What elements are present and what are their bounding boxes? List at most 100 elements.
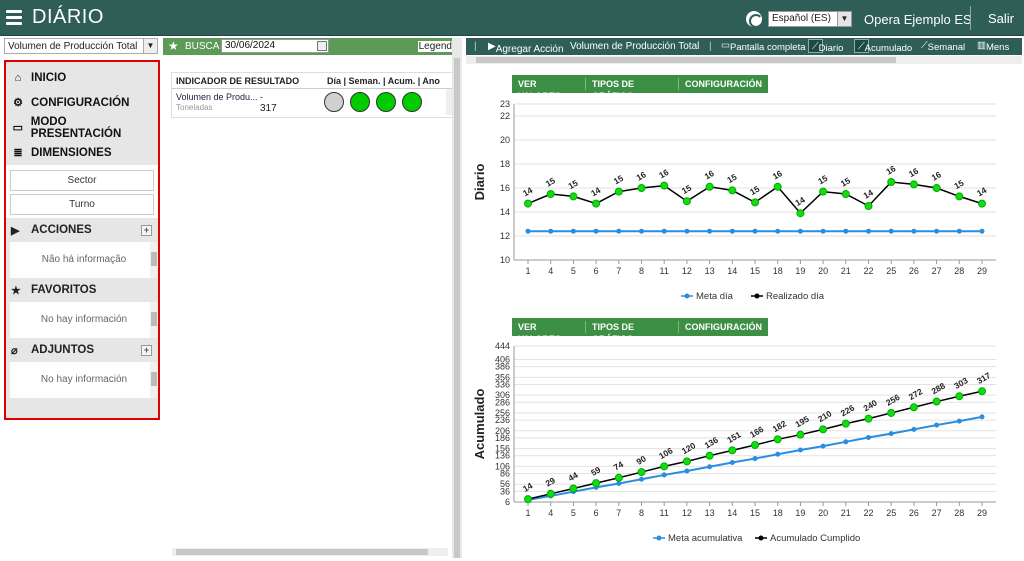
data-point [841, 190, 850, 198]
add-attachment-icon[interactable]: + [141, 344, 152, 356]
hamburger-menu-icon[interactable] [6, 10, 22, 25]
data-label: 226 [839, 402, 857, 418]
data-label: 44 [566, 470, 579, 484]
data-label: 240 [862, 398, 880, 414]
add-action-button[interactable]: ▶ Agregar Acción [488, 41, 564, 55]
y-tick-label: 18 [500, 159, 510, 169]
data-label: 15 [544, 175, 557, 189]
data-label: 210 [816, 408, 834, 424]
ver-valores-button[interactable]: VER VALORES ▾ [512, 78, 586, 101]
x-tick-label: 13 [705, 508, 715, 518]
tipos-grafico-button[interactable]: TIPOS DE GRÁFICO ▾ [586, 321, 679, 344]
data-label: 16 [635, 169, 648, 183]
horizontal-scrollbar[interactable] [466, 56, 1022, 64]
data-point [887, 408, 896, 417]
section-adjuntos[interactable]: ⌀ ADJUNTOS + [6, 338, 158, 362]
configuracion-button[interactable]: CONFIGURACIÓN ▾ [685, 322, 762, 344]
semanal-button[interactable]: ⟋ Semanal [921, 40, 966, 53]
add-action-icon[interactable]: + [141, 224, 152, 236]
data-point [932, 184, 941, 192]
divider: | [474, 41, 477, 52]
menu-item-modo-presentacion[interactable]: ▭ MODO PRESENTACIÓN [6, 115, 158, 140]
date-value: 30/06/2024 [225, 40, 276, 51]
data-point [843, 228, 849, 234]
acumulado-button[interactable]: ⟋ Acumulado [854, 39, 912, 54]
data-point [978, 199, 986, 208]
x-tick-label: 11 [660, 266, 669, 276]
menu-item-inicio[interactable]: ⌂ INICIO [6, 65, 158, 90]
indicator-name[interactable]: Volumen de Produ... [176, 92, 258, 102]
y-tick-label: 56 [500, 479, 510, 489]
data-point [955, 192, 964, 201]
x-tick-label: 1 [525, 508, 530, 518]
favoritos-empty: No hay información [10, 302, 158, 338]
x-tick-label: 19 [795, 266, 805, 276]
section-favoritos[interactable]: ★ FAVORITOS [6, 278, 158, 302]
data-point [797, 447, 803, 453]
period-header: Día | Seman. | Acum. | Ano [327, 75, 440, 86]
x-tick-label: 4 [548, 508, 553, 518]
x-tick-label: 29 [977, 266, 987, 276]
menu-item-configuracion[interactable]: ⚙ CONFIGURACIÓN [6, 90, 158, 115]
horizontal-scrollbar[interactable] [172, 548, 448, 556]
data-point [819, 425, 828, 434]
data-point [796, 209, 805, 218]
status-year-indicator [402, 92, 422, 112]
language-select[interactable]: Español (ES) ▼ [768, 11, 852, 27]
menu-item-dimensiones[interactable]: ≣ DIMENSIONES [6, 140, 158, 165]
configuracion-button[interactable]: CONFIGURACIÓN ▾ [685, 79, 762, 101]
data-label: 74 [612, 459, 625, 473]
legend-button[interactable]: Legend [417, 41, 453, 52]
data-label: 16 [907, 166, 920, 180]
indicator-title: Volumen de Producción Total [570, 41, 700, 52]
data-point [843, 439, 849, 445]
company-name: Opera Ejemplo ES [864, 12, 972, 27]
x-tick-label: 18 [773, 508, 783, 518]
star-icon[interactable]: ★ [168, 39, 179, 53]
data-point [934, 228, 940, 234]
menu-item-label: CONFIGURACIÓN [31, 96, 130, 109]
tipos-grafico-button[interactable]: TIPOS DE GRÁFICO ▾ [586, 78, 679, 101]
play-icon: ▶ [11, 224, 20, 237]
logout-button[interactable]: Salir [988, 11, 1015, 26]
data-point [820, 228, 826, 234]
y-tick-label: 386 [495, 362, 510, 372]
data-point [819, 187, 828, 196]
data-label: 15 [680, 182, 693, 196]
data-point [592, 199, 601, 208]
x-tick-label: 20 [818, 266, 828, 276]
data-point [866, 435, 871, 441]
scrollbar[interactable] [150, 242, 158, 278]
mensual-button[interactable]: ▥ Mens [977, 40, 1010, 53]
diario-button[interactable]: ⟋ Diario [808, 39, 843, 54]
dimension-sector-button[interactable]: Sector [10, 170, 154, 191]
database-icon: ≣ [13, 147, 23, 159]
fullscreen-label: Pantalla completa [729, 42, 806, 53]
fullscreen-button[interactable]: ▭ Pantalla completa [721, 40, 806, 53]
scrollbar[interactable] [150, 302, 158, 338]
scrollbar[interactable] [150, 362, 158, 398]
x-tick-label: 20 [818, 508, 828, 518]
table-row[interactable]: Volumen de Produ... Toneladas - 317 [172, 89, 453, 117]
home-icon: ⌂ [14, 71, 22, 84]
vertical-scrollbar[interactable] [452, 38, 462, 558]
calendar-icon[interactable] [317, 41, 327, 51]
data-point [751, 198, 759, 207]
data-point [911, 426, 917, 432]
dimension-turno-button[interactable]: Turno [10, 194, 154, 215]
gear-icon: ⚙ [13, 97, 23, 109]
acumulado-label: Acumulado [864, 43, 913, 54]
ver-valores-button[interactable]: VER VALORES ▾ [512, 321, 586, 344]
y-tick-label: 336 [495, 379, 510, 389]
busca-label: BUSCA [185, 41, 220, 52]
section-acciones[interactable]: ▶ ACCIONES + [6, 218, 158, 242]
x-tick-label: 28 [954, 266, 964, 276]
x-tick-label: 8 [639, 508, 644, 518]
indicator-select[interactable]: Volumen de Producción Total ▼ [4, 38, 158, 54]
chevron-down-icon: ▼ [143, 39, 157, 53]
x-tick-label: 12 [682, 508, 692, 518]
data-label: 16 [771, 168, 784, 182]
date-input[interactable]: 30/06/2024 [221, 39, 329, 53]
scrollbar[interactable] [446, 89, 453, 115]
y-tick-label: 256 [495, 408, 510, 418]
